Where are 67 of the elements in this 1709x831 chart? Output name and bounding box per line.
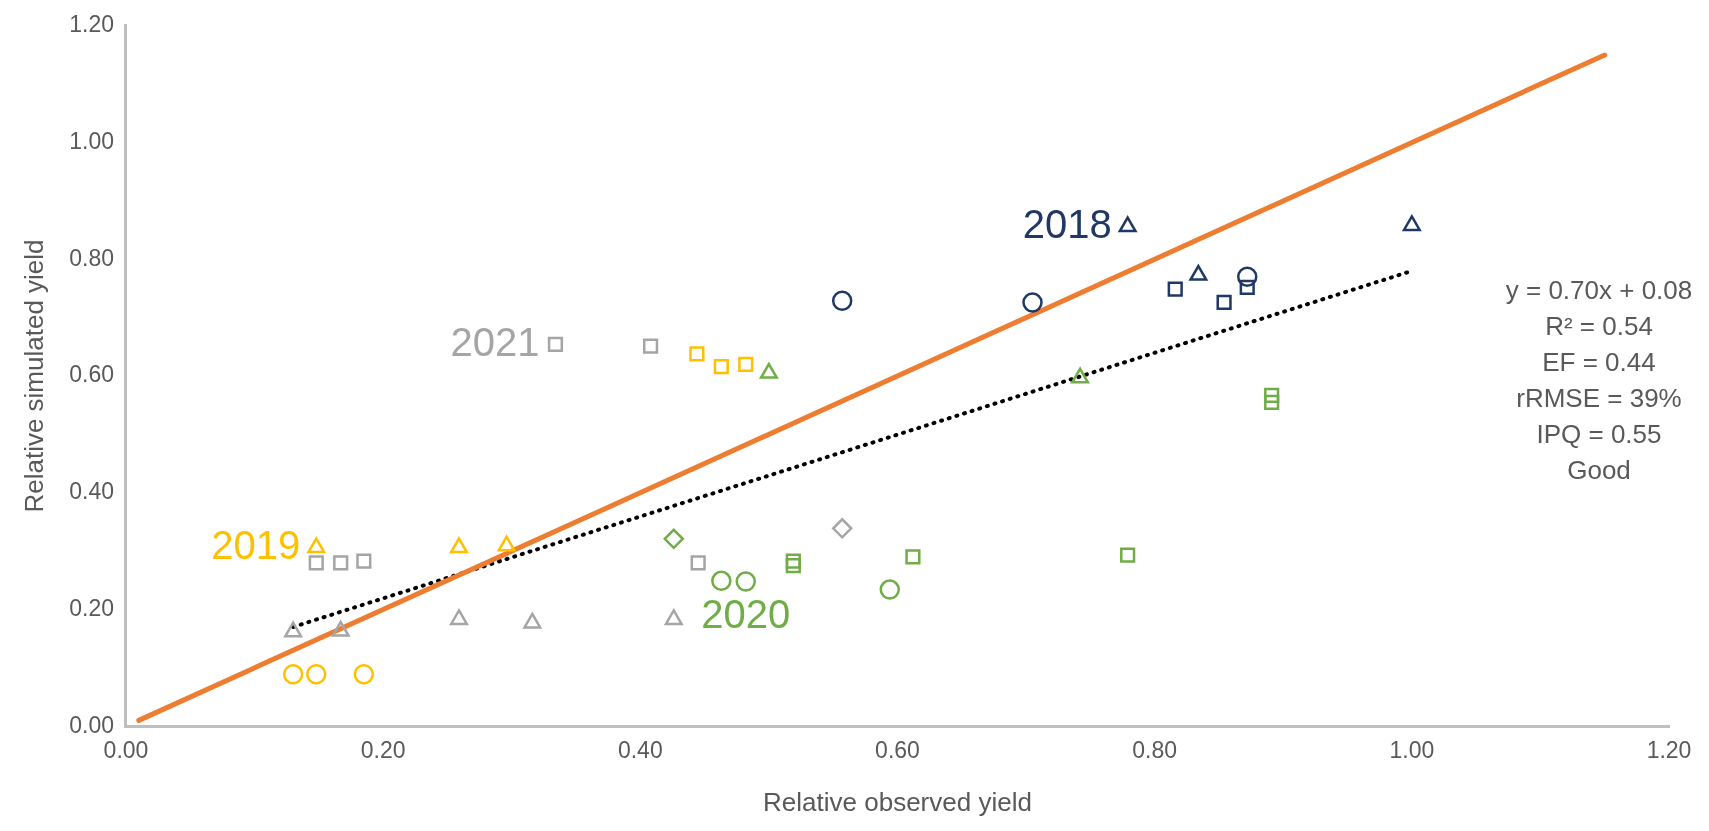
x-tick-label: 0.40 <box>617 737 663 764</box>
annotation: IPQ = 0.55 <box>1536 419 1662 450</box>
x-tick-label: 0.60 <box>875 737 920 764</box>
point <box>1236 266 1258 288</box>
point <box>711 570 732 592</box>
series-label: 2018 <box>1022 201 1112 246</box>
point <box>905 549 921 565</box>
point <box>1264 394 1280 410</box>
point <box>690 555 706 571</box>
point <box>1264 387 1280 403</box>
point <box>449 609 469 626</box>
x-tick-label: 1.20 <box>1646 737 1692 764</box>
y-tick-label: 0.80 <box>69 244 114 271</box>
point <box>759 362 778 379</box>
point <box>1022 292 1043 313</box>
point <box>664 609 683 626</box>
point <box>738 356 754 372</box>
point <box>1071 367 1090 384</box>
y-tick-label: 0.60 <box>69 361 114 388</box>
point <box>284 621 303 638</box>
point <box>831 518 853 539</box>
point <box>713 359 729 375</box>
series-label: 2019 <box>211 522 301 567</box>
point <box>1402 215 1421 232</box>
point <box>735 571 756 592</box>
point <box>689 346 705 362</box>
y-tick-label: 1.00 <box>69 127 114 154</box>
point <box>1189 264 1208 281</box>
point <box>1120 547 1136 563</box>
y-tick-label: 1.20 <box>69 11 114 38</box>
y-tick-label: 0.40 <box>69 478 114 505</box>
annotation: y = 0.70x + 0.08 <box>1505 275 1693 306</box>
point <box>1118 216 1137 233</box>
point <box>785 558 801 574</box>
point <box>308 555 324 571</box>
point <box>306 664 327 685</box>
x-tick-label: 0.20 <box>360 737 406 764</box>
point <box>879 579 901 600</box>
annotation: rRMSE = 39% <box>1516 383 1682 414</box>
point <box>831 290 853 311</box>
point <box>307 537 326 554</box>
y-tick-label: 0.00 <box>69 711 114 738</box>
point <box>333 555 349 571</box>
point <box>449 537 469 554</box>
point <box>547 336 564 353</box>
x-tick-label: 0.00 <box>103 737 149 764</box>
point <box>663 528 684 550</box>
y-axis-title: Relative simulated yield <box>18 239 49 513</box>
y-tick-label: 0.20 <box>69 594 114 621</box>
x-tick-label: 0.80 <box>1132 737 1178 764</box>
point <box>785 553 801 569</box>
x-tick-label: 1.00 <box>1389 737 1435 764</box>
point <box>523 612 542 629</box>
series-label: 2020 <box>701 592 791 637</box>
point <box>356 553 372 569</box>
series-label: 2021 <box>450 319 540 364</box>
point <box>353 664 375 685</box>
point <box>1239 279 1255 295</box>
point <box>1216 294 1232 311</box>
annotation: EF = 0.44 <box>1542 347 1656 378</box>
annotation: R² = 0.54 <box>1545 311 1653 342</box>
point <box>642 338 659 354</box>
annotation: Good <box>1567 455 1631 486</box>
point <box>282 664 304 685</box>
point <box>497 535 516 552</box>
x-axis-title: Relative observed yield <box>763 786 1032 817</box>
point <box>1167 281 1183 297</box>
